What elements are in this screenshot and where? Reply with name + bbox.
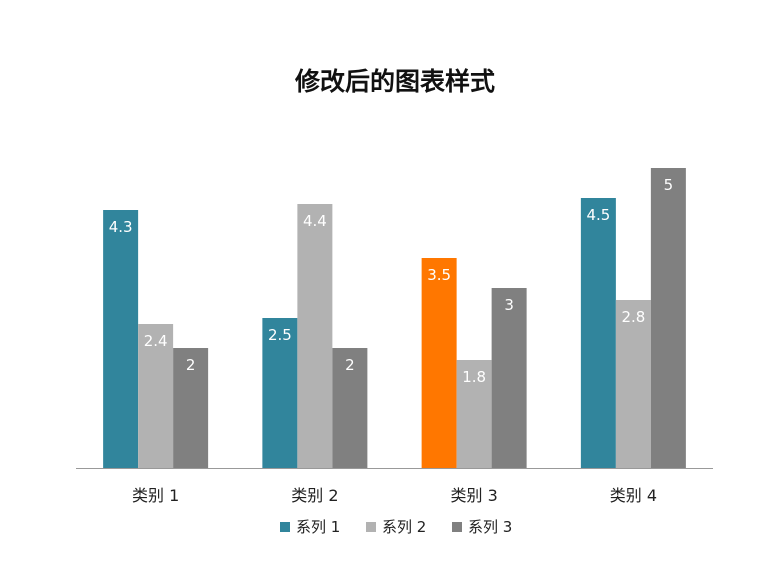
- bar-series2-cat2: [297, 204, 333, 468]
- data-label-series2-cat4: 2.8: [621, 308, 645, 326]
- bar-series1-cat3: [421, 258, 457, 468]
- bar-series1-cat1: [103, 210, 139, 468]
- data-label-series1-cat1: 4.3: [109, 218, 133, 236]
- bar-series2-cat4: [615, 300, 651, 468]
- legend: 系列 1 系列 2 系列 3: [280, 518, 512, 536]
- category-label-4: 类别 4: [610, 486, 657, 505]
- bar-series2-cat3: [456, 360, 492, 468]
- data-label-series2-cat3: 1.8: [462, 368, 486, 386]
- category-label-3: 类别 3: [450, 486, 497, 505]
- data-label-series3-cat3: 3: [504, 296, 514, 314]
- legend-swatch-series3: [452, 522, 462, 532]
- legend-swatch-series1: [280, 522, 290, 532]
- category-label-1: 类别 1: [132, 486, 179, 505]
- bar-series3-cat2: [332, 348, 368, 468]
- bar-series1-cat2: [262, 318, 298, 468]
- legend-label-series2: 系列 2: [382, 518, 426, 536]
- data-label-series1-cat3: 3.5: [427, 266, 451, 284]
- data-label-series1-cat4: 4.5: [586, 206, 610, 224]
- bars-layer: [103, 168, 686, 468]
- category-label-2: 类别 2: [291, 486, 338, 505]
- legend-label-series1: 系列 1: [296, 518, 340, 536]
- data-label-series2-cat1: 2.4: [144, 332, 168, 350]
- bar-series1-cat4: [580, 198, 616, 468]
- data-label-series2-cat2: 4.4: [303, 212, 327, 230]
- bar-series2-cat1: [138, 324, 174, 468]
- legend-swatch-series2: [366, 522, 376, 532]
- bar-series3-cat1: [173, 348, 209, 468]
- data-labels-layer: 4.3 2.4 2 2.5 4.4 2 3.5 1.8 3 4.5 2.8 5: [109, 176, 673, 386]
- data-label-series3-cat4: 5: [664, 176, 674, 194]
- bar-series3-cat4: [650, 168, 686, 468]
- data-label-series3-cat1: 2: [186, 356, 196, 374]
- legend-label-series3: 系列 3: [468, 518, 512, 536]
- data-label-series3-cat2: 2: [345, 356, 355, 374]
- chart-title: 修改后的图表样式: [294, 67, 495, 96]
- bar-series3-cat3: [491, 288, 527, 468]
- category-labels-layer: 类别 1 类别 2 类别 3 类别 4: [132, 486, 657, 505]
- data-label-series1-cat2: 2.5: [268, 326, 292, 344]
